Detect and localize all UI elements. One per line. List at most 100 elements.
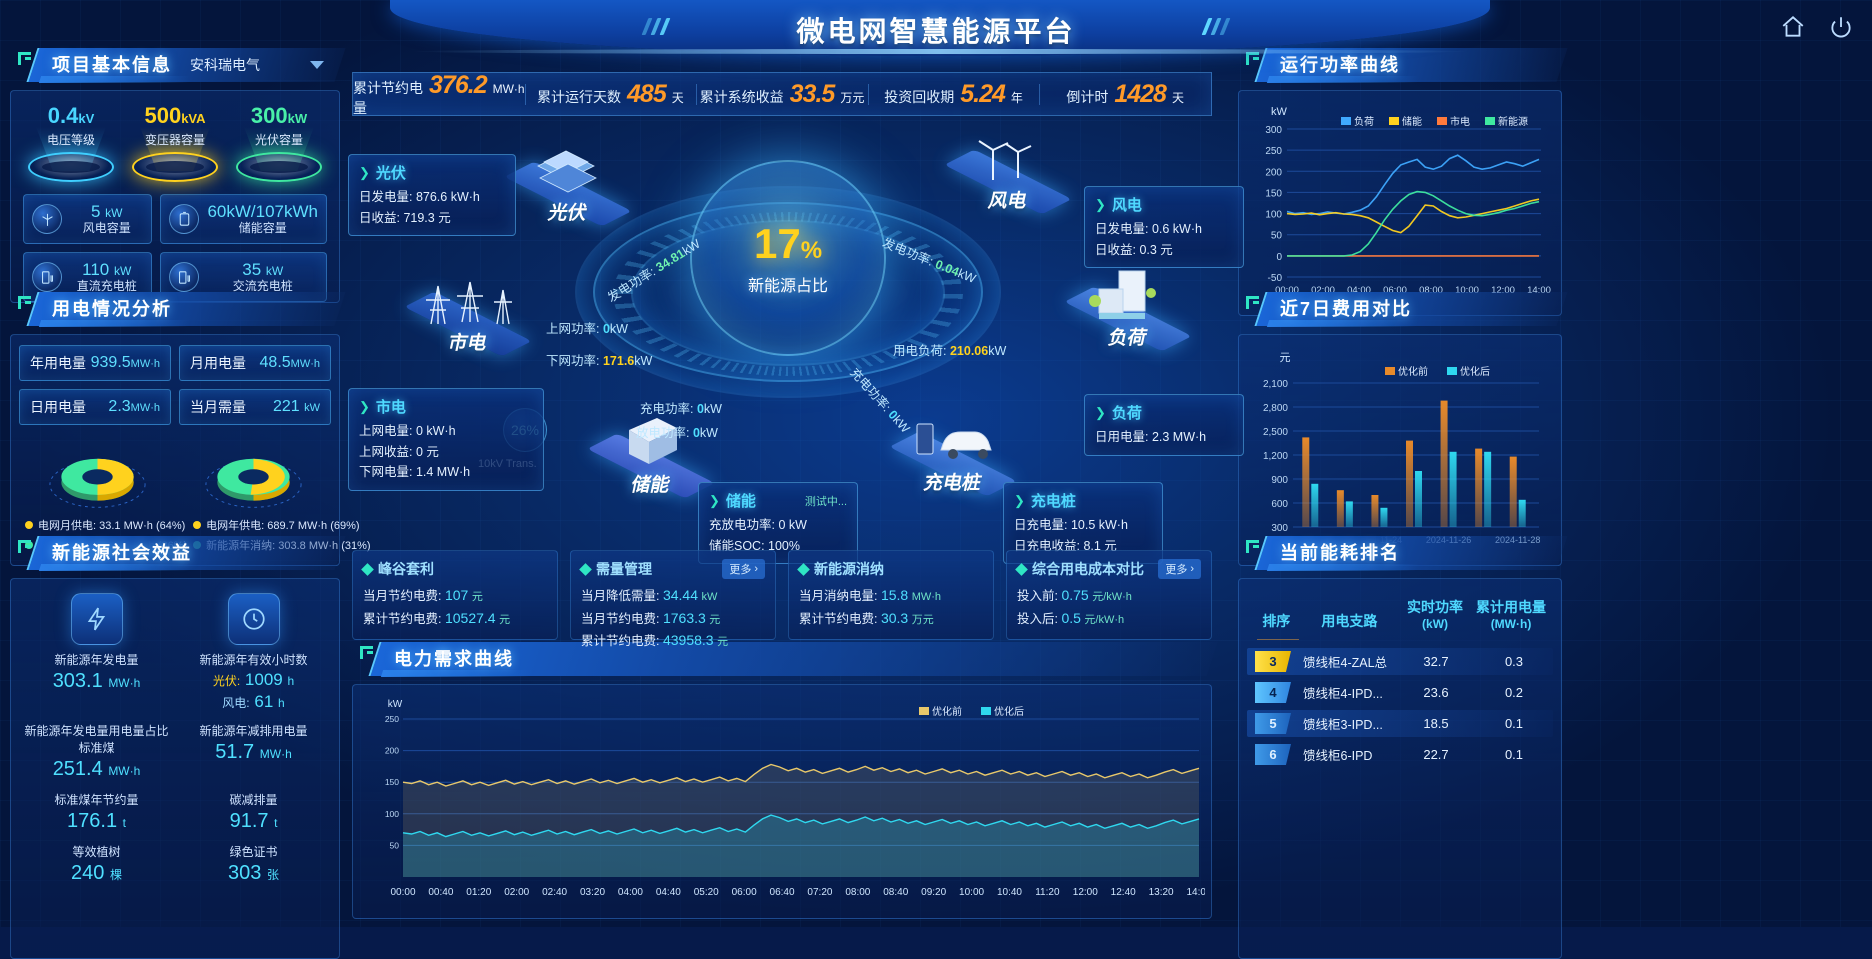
svg-text:元: 元 [1280, 352, 1291, 364]
more-button[interactable]: 更多 › [722, 559, 765, 579]
table-row[interactable]: 4 馈线柜4-IPD... 23.6 0.2 [1247, 682, 1553, 703]
svg-text:1,200: 1,200 [1263, 451, 1288, 462]
beam-disc [28, 152, 114, 182]
arrow-icon: ❯ [1095, 404, 1106, 420]
beam-label: 光伏容量 [254, 133, 303, 147]
realtime-power: 23.6 [1423, 685, 1449, 700]
solar-panel-icon [537, 150, 597, 193]
table-row[interactable]: 5 馈线柜3-IPD... 18.5 0.1 [1247, 710, 1553, 737]
svg-text:06:00: 06:00 [732, 887, 757, 898]
social-unit: 棵 [109, 868, 122, 882]
page-title: 微电网智慧能源平台 [796, 16, 1076, 47]
power-icon[interactable] [1828, 14, 1854, 45]
card-title: 储能 [725, 493, 756, 510]
col-energy: 累计用电量 (MW·h) [1476, 599, 1546, 631]
node-storage[interactable]: 储能 [576, 410, 726, 499]
card-row: 日充电量: 10.5 kW·h [1014, 518, 1128, 532]
arrow-icon: ❯ [359, 164, 370, 180]
svg-text:kW: kW [1271, 106, 1288, 118]
social-item: 等效植树 240 棵 [21, 839, 172, 885]
panel-header: 近7日费用对比 [1238, 292, 1568, 328]
kpi-item: 投资回收期 5.24 年 [867, 80, 1040, 109]
total-energy: 0.2 [1504, 685, 1524, 700]
social-item: 碳减排量 91.7 t [178, 787, 329, 833]
home-icon[interactable] [1780, 14, 1806, 45]
flow-unit: kW [703, 402, 722, 416]
col-power: 实时功率 (kW) [1407, 599, 1464, 631]
svg-text:负荷: 负荷 [1354, 115, 1374, 128]
total-energy: 0.1 [1504, 747, 1524, 762]
svg-text:02:40: 02:40 [542, 887, 567, 898]
social-unit: MW·h [108, 676, 141, 690]
svg-text:50: 50 [390, 840, 400, 850]
svg-text:100: 100 [385, 809, 399, 819]
node-grid[interactable]: 市电 [388, 268, 548, 357]
social-value: 240 [71, 862, 105, 884]
node-solar[interactable]: 光伏 [498, 138, 638, 227]
card-cost-comparison: 综合用电成本对比 更多 › 投入前: 0.75 元/kW·h 投入后: 0.5 元… [1006, 550, 1212, 640]
capacity-value: 110 [82, 260, 110, 280]
more-button[interactable]: 更多 › [1158, 559, 1201, 579]
panel-title: 近7日费用对比 [1280, 299, 1413, 319]
svg-text:kW: kW [388, 699, 403, 710]
panel-header: 当前能耗排名 [1238, 536, 1568, 572]
svg-text:08:40: 08:40 [883, 887, 908, 898]
panel-header: 电力需求曲线 [352, 642, 1218, 678]
kpi-item: 累计节约电量 376.2 MW·h [353, 71, 525, 118]
node-load[interactable]: 负荷 [1048, 263, 1208, 352]
table-row[interactable]: 6 馈线柜6-IPD 22.7 0.1 [1247, 744, 1553, 765]
flow-discharge-power: 放电功率: 0kW [636, 422, 718, 441]
social-label: 等效植树 [72, 845, 121, 859]
beam-unit: kVA [181, 111, 206, 126]
svg-text:市电: 市电 [1450, 115, 1470, 128]
svg-text:01:20: 01:20 [466, 887, 491, 898]
social-item: 新能源年发电量 303.1 MW·h [21, 589, 172, 712]
header-underline [1257, 639, 1299, 640]
svg-text:04:00: 04:00 [1347, 285, 1371, 296]
kpi-unit: 天 [671, 90, 684, 105]
corner-marker-icon [1246, 296, 1262, 312]
project-select[interactable]: 安科瑞电气 [182, 52, 332, 78]
flow-load-power: 用电负荷: 210.06kW [893, 340, 1006, 359]
flow-value: 210.06 [949, 344, 989, 358]
branch-name: 馈线柜3-IPD... [1303, 718, 1383, 732]
social-unit: 张 [266, 868, 279, 882]
svg-text:08:00: 08:00 [1419, 285, 1443, 296]
panel-title: 新能源社会效益 [52, 543, 192, 563]
panel-title: 运行功率曲线 [1280, 55, 1400, 75]
table-row[interactable]: 3 馈线柜4-ZAL总 32.7 0.3 [1247, 648, 1553, 675]
card-title: 光伏 [375, 165, 406, 182]
social-item: 新能源年减排用电量 51.7 MW·h [178, 718, 329, 781]
clock-icon [227, 593, 280, 645]
capacity-value: 5 [90, 202, 101, 222]
card-title: 新能源消纳 [814, 561, 884, 577]
charger-icon [32, 262, 62, 292]
table-header: 排序 用电支路 实时功率 (kW) 累计用电量 (MW·h) [1247, 587, 1553, 639]
panel-header: 新能源社会效益 [10, 536, 346, 572]
svg-text:2,100: 2,100 [1263, 379, 1288, 390]
realtime-power: 22.7 [1423, 747, 1449, 762]
social-label: 新能源年减排用电量 [199, 724, 308, 738]
svg-text:600: 600 [1271, 499, 1288, 510]
capacity-unit: kW [265, 264, 284, 279]
social-item: 标准煤年节约量 176.1 t [21, 787, 172, 833]
legend-text: 电网年供电: 689.7 MW·h (69%) [206, 520, 360, 532]
corner-marker-icon [18, 52, 34, 68]
panel-header: 用电情况分析 [10, 292, 346, 328]
capacity-label: 储能容量 [238, 220, 287, 235]
infocard-wind: ❯ 风电 日发电量: 0.6 kW·h 日收益: 0.3 元 [1084, 186, 1244, 269]
row-label: 累计节约电费: [581, 634, 660, 649]
card-row: 日发电量: 876.6 kW·h [359, 190, 480, 204]
card-title: 充电桩 [1030, 493, 1076, 510]
branch-name: 馈线柜4-ZAL总 [1303, 656, 1388, 670]
card-renewable-consumption: 新能源消纳 当月消纳电量: 15.8 MW·h 累计节约电费: 30.3 万元 [788, 550, 994, 640]
social-value: 303.1 [52, 670, 103, 692]
flow-value: 0 [602, 322, 610, 336]
node-ev-charger[interactable]: 充电桩 [873, 408, 1033, 497]
infocard-grid: ❯ 市电 上网电量: 0 kW·h 上网收益: 0 元 下网电量: 1.4 MW·… [348, 388, 544, 491]
flow-label: 下网功率: [546, 354, 600, 368]
node-wind[interactable]: 风电 [938, 126, 1078, 215]
flow-unit: kW [988, 344, 1007, 358]
infocard-solar: ❯ 光伏 日发电量: 876.6 kW·h 日收益: 719.3 元 [348, 154, 516, 237]
svg-text:优化后: 优化后 [994, 705, 1024, 718]
